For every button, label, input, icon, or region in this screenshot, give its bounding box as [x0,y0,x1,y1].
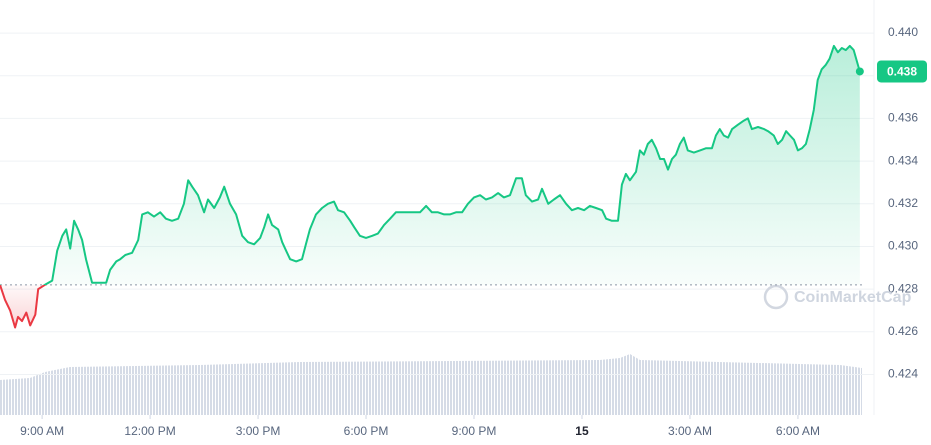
watermark-text: CoinMarketCap [794,289,912,306]
x-tick-label: 12:00 PM [124,424,175,438]
current-price-label: 0.438 [887,65,917,79]
current-price-badge [877,60,927,83]
x-tick-label: 15 [575,424,589,438]
volume-backdrop [0,354,862,415]
y-tick-label: 0.434 [888,153,918,167]
y-tick-label: 0.426 [888,324,918,338]
x-tick-label: 3:00 AM [668,424,712,438]
watermark-logo [763,284,789,310]
price-line [0,44,861,329]
price-area [0,45,860,328]
y-tick-label: 0.432 [888,196,918,210]
x-tick-label: 6:00 PM [344,424,389,438]
x-tick-label: 9:00 AM [20,424,64,438]
x-tick-label: 6:00 AM [776,424,820,438]
x-tick-label: 3:00 PM [236,424,281,438]
y-tick-label: 0.424 [888,367,918,381]
last-point [855,67,864,76]
watermark: CoinMarketCap [763,284,912,310]
y-tick-label: 0.436 [888,111,918,125]
y-tick-label: 0.428 [888,281,918,295]
x-tick-label: 9:00 PM [452,424,497,438]
y-tick-label: 0.440 [888,25,918,39]
y-tick-label: 0.430 [888,239,918,253]
